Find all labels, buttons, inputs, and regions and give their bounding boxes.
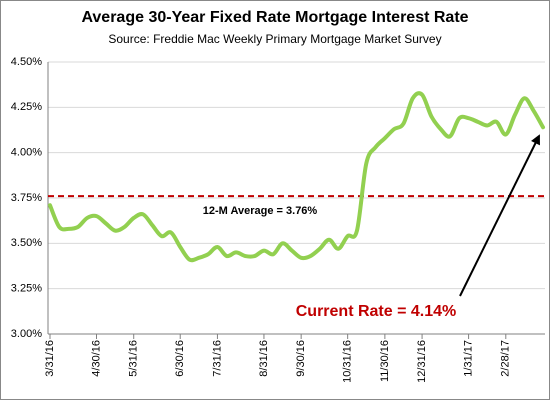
x-tick-label: 6/30/16	[174, 340, 186, 377]
x-tick-label: 7/31/16	[211, 340, 223, 377]
chart-subtitle: Source: Freddie Mac Weekly Primary Mortg…	[108, 32, 441, 46]
x-tick-label: 10/31/16	[342, 340, 354, 383]
x-tick-label: 2/28/17	[500, 340, 512, 377]
y-tick-label: 3.25%	[11, 283, 42, 295]
y-tick-label: 3.75%	[11, 192, 42, 204]
x-tick-label: 8/31/16	[258, 340, 270, 377]
y-tick-label: 3.00%	[11, 328, 42, 340]
annotation: Current Rate = 4.14%	[296, 303, 457, 320]
reference-label: 12-M Average = 3.76%	[203, 205, 318, 217]
x-tick-label: 9/30/16	[295, 340, 307, 377]
x-tick-label: 3/31/16	[44, 340, 56, 377]
annotation-arrow	[459, 134, 540, 297]
chart-title: Average 30-Year Fixed Rate Mortgage Inte…	[81, 9, 468, 26]
y-tick-label: 3.50%	[11, 237, 42, 249]
data-line	[48, 91, 545, 263]
x-tick-label: 1/31/17	[462, 340, 474, 377]
x-tick-label: 4/30/16	[90, 340, 102, 377]
y-tick-label: 4.25%	[11, 101, 42, 113]
y-tick-label: 4.00%	[11, 147, 42, 159]
x-tick-label: 5/31/16	[128, 340, 140, 377]
y-tick-label: 4.50%	[11, 56, 42, 68]
x-tick-label: 11/30/16	[379, 340, 391, 382]
x-tick-label: 12/31/16	[416, 340, 428, 383]
